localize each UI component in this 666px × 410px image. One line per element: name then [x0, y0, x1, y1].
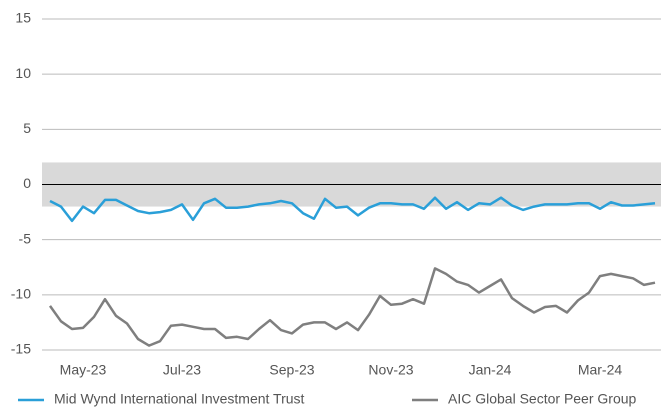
y-tick-label: -15	[11, 341, 31, 357]
x-tick-label: Jul-23	[163, 362, 201, 378]
series-line	[49, 196, 656, 223]
x-tick-label: Nov-23	[368, 362, 413, 378]
legend-label: Mid Wynd International Investment Trust	[54, 391, 305, 407]
y-tick-label: 0	[23, 175, 31, 191]
x-tick-label: Sep-23	[269, 362, 314, 378]
series-line	[48, 267, 656, 347]
x-tick-label: May-23	[60, 362, 107, 378]
y-tick-label: -5	[19, 230, 32, 246]
x-tick-label: Mar-24	[578, 362, 623, 378]
y-tick-label: -10	[11, 286, 31, 302]
y-tick-label: 10	[15, 65, 31, 81]
y-tick-label: 5	[23, 120, 31, 136]
x-tick-label: Jan-24	[469, 362, 512, 378]
y-tick-label: 15	[15, 10, 31, 26]
legend-label: AIC Global Sector Peer Group	[448, 391, 637, 407]
